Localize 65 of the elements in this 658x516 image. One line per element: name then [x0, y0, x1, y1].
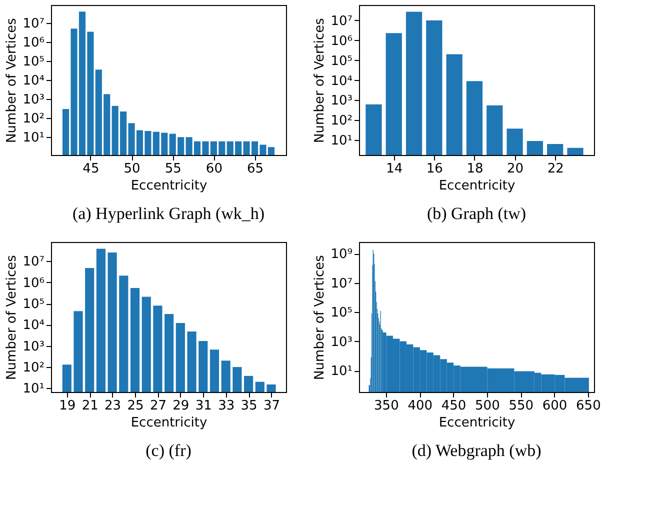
x-tick-label: 500 [475, 398, 500, 414]
y-tick-label: 10⁵ [330, 306, 352, 321]
y-tick-label: 10⁷ [22, 16, 44, 32]
y-tick-label: 10¹ [330, 134, 352, 149]
y-tick-label: 10⁶ [22, 276, 44, 291]
x-tick-label: 550 [508, 398, 534, 414]
x-tick-label: 350 [374, 398, 399, 414]
y-tick-label: 10¹ [22, 382, 44, 397]
y-tick-label: 10⁵ [330, 54, 352, 69]
y-tick-label: 10⁵ [22, 297, 44, 312]
y-tick-label: 10¹ [330, 364, 352, 380]
y-tick-label: 10⁹ [330, 247, 352, 262]
x-tick-label: 60 [206, 162, 222, 176]
text: (b) Graph (tw) [426, 204, 526, 223]
x-tick-label: 33 [218, 398, 235, 414]
x-axis-title: Eccentricity [130, 416, 208, 430]
x-tick-label: 19 [59, 398, 76, 414]
x-axis-title: Eccentricity [130, 178, 208, 194]
y-tick-label: 10⁴ [22, 74, 44, 88]
y-tick-label: 10⁴ [22, 318, 44, 334]
text: (c) (fr) [146, 441, 192, 460]
y-axis-title: Number of Vertices [312, 18, 328, 143]
x-tick-label: 18 [466, 162, 484, 176]
y-axis-title: Number of Vertices [4, 18, 20, 143]
text: (a) Hyperlink Graph (wk_h) [72, 204, 265, 223]
y-axis-title: Number of Vertices [4, 254, 20, 380]
x-axis-title: Eccentricity [438, 416, 516, 430]
x-tick-label: 450 [441, 398, 466, 414]
y-tick-label: 10⁷ [330, 14, 352, 29]
x-tick-label: 650 [576, 398, 601, 414]
y-tick-label: 10³ [22, 92, 44, 108]
x-tick-label: 35 [240, 398, 258, 414]
x-tick-label: 29 [172, 398, 190, 414]
y-tick-label: 10⁷ [330, 276, 352, 292]
y-tick-label: 10⁵ [22, 54, 44, 70]
y-tick-label: 10² [22, 360, 44, 376]
y-tick-label: 10³ [22, 339, 44, 354]
y-tick-label: 10³ [330, 94, 352, 109]
y-tick-label: 10⁴ [330, 74, 352, 89]
x-tick-label: 37 [263, 398, 280, 414]
x-tick-label: 21 [82, 398, 98, 414]
x-tick-label: 16 [426, 162, 443, 176]
x-tick-label: 20 [507, 162, 524, 176]
x-tick-label: 65 [247, 162, 264, 176]
x-tick-label: 400 [408, 398, 433, 414]
x-tick-label: 50 [124, 162, 140, 176]
y-axis-title: Number of Vertices [312, 254, 328, 380]
y-tick-label: 10⁶ [22, 35, 44, 50]
x-tick-label: 31 [195, 398, 212, 414]
x-tick-label: 14 [386, 162, 403, 176]
text: (d) Webgraph (wb) [412, 441, 542, 460]
x-tick-label: 55 [164, 162, 182, 176]
x-tick-label: 23 [104, 398, 122, 414]
x-tick-label: 600 [542, 398, 568, 414]
x-tick-label: 27 [150, 398, 166, 414]
y-tick-label: 10² [22, 112, 44, 127]
y-tick-label: 10² [330, 114, 352, 129]
y-tick-label: 10⁶ [330, 34, 352, 49]
y-tick-label: 10⁷ [22, 254, 44, 270]
x-tick-label: 22 [547, 162, 564, 176]
x-tick-label: 45 [82, 162, 100, 176]
y-tick-label: 10¹ [22, 130, 44, 146]
x-tick-label: 25 [127, 398, 144, 414]
x-axis-title: Eccentricity [438, 178, 516, 194]
y-tick-label: 10³ [330, 334, 352, 350]
